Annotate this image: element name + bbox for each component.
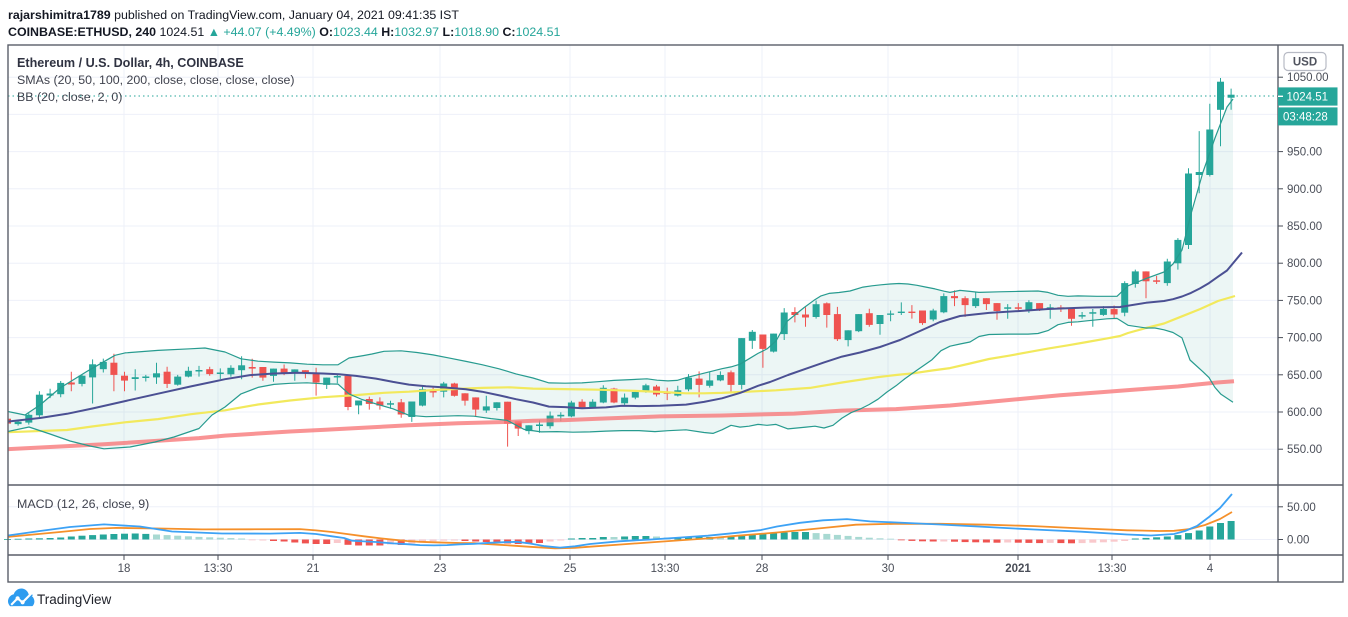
svg-text:750.00: 750.00 <box>1287 295 1322 307</box>
svg-text:18: 18 <box>118 563 131 575</box>
svg-text:30: 30 <box>882 563 895 575</box>
svg-text:rajarshimitra1789 published on: rajarshimitra1789 published on TradingVi… <box>8 8 459 22</box>
svg-text:13:30: 13:30 <box>204 563 233 575</box>
svg-text:28: 28 <box>756 563 769 575</box>
svg-text:03:48:28: 03:48:28 <box>1283 112 1328 124</box>
svg-text:13:30: 13:30 <box>1098 563 1127 575</box>
svg-text:700.00: 700.00 <box>1287 333 1322 345</box>
svg-text:TradingView: TradingView <box>37 592 112 607</box>
svg-text:21: 21 <box>307 563 320 575</box>
svg-text:950.00: 950.00 <box>1287 147 1322 159</box>
svg-text:COINBASE:ETHUSD, 240 1024.51: COINBASE:ETHUSD, 240 1024.51 ▲ +44.07 (+… <box>8 25 560 39</box>
svg-text:1024.51: 1024.51 <box>1287 92 1329 104</box>
svg-text:50.00: 50.00 <box>1287 502 1316 514</box>
svg-text:4: 4 <box>1207 563 1214 575</box>
svg-text:900.00: 900.00 <box>1287 184 1322 196</box>
svg-text:800.00: 800.00 <box>1287 258 1322 270</box>
svg-text:0.00: 0.00 <box>1287 535 1309 547</box>
svg-text:650.00: 650.00 <box>1287 370 1322 382</box>
svg-text:MACD (12, 26, close, 9): MACD (12, 26, close, 9) <box>17 497 149 511</box>
svg-text:Ethereum / U.S. Dollar, 4h, CO: Ethereum / U.S. Dollar, 4h, COINBASE <box>17 56 244 70</box>
svg-text:1050.00: 1050.00 <box>1287 72 1329 84</box>
svg-text:600.00: 600.00 <box>1287 407 1322 419</box>
svg-text:23: 23 <box>434 563 447 575</box>
svg-text:SMAs (20, 50, 100, 200, close,: SMAs (20, 50, 100, 200, close, close, cl… <box>17 73 295 87</box>
svg-text:850.00: 850.00 <box>1287 221 1322 233</box>
svg-text:2021: 2021 <box>1005 563 1031 575</box>
svg-text:13:30: 13:30 <box>651 563 680 575</box>
svg-text:BB (20, close, 2, 0): BB (20, close, 2, 0) <box>17 90 122 104</box>
svg-text:25: 25 <box>564 563 577 575</box>
svg-text:550.00: 550.00 <box>1287 444 1322 456</box>
svg-text:USD: USD <box>1293 57 1317 69</box>
